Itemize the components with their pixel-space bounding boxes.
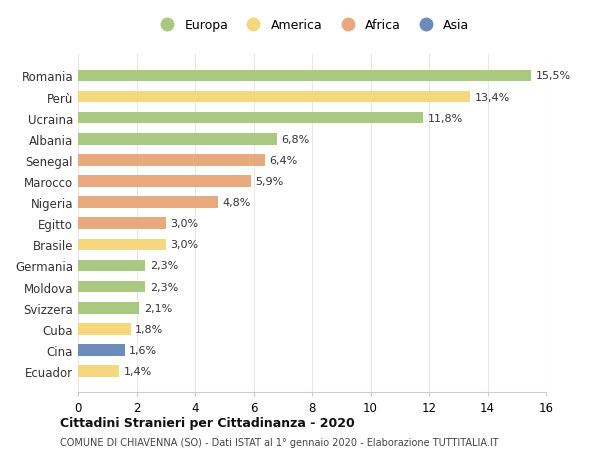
Text: 1,4%: 1,4% bbox=[124, 366, 152, 376]
Legend: Europa, America, Africa, Asia: Europa, America, Africa, Asia bbox=[149, 14, 475, 37]
Text: 11,8%: 11,8% bbox=[428, 113, 463, 123]
Text: 3,0%: 3,0% bbox=[170, 240, 198, 250]
Text: Cittadini Stranieri per Cittadinanza - 2020: Cittadini Stranieri per Cittadinanza - 2… bbox=[60, 416, 355, 429]
Text: 15,5%: 15,5% bbox=[536, 71, 571, 81]
Text: 2,3%: 2,3% bbox=[149, 261, 178, 271]
Bar bbox=[78, 91, 470, 103]
Bar bbox=[78, 176, 251, 187]
Bar bbox=[78, 344, 125, 356]
Text: 4,8%: 4,8% bbox=[223, 198, 251, 207]
Bar bbox=[78, 70, 532, 82]
Bar bbox=[78, 281, 145, 293]
Text: 1,6%: 1,6% bbox=[129, 345, 157, 355]
Text: 1,8%: 1,8% bbox=[135, 324, 163, 334]
Bar bbox=[78, 197, 218, 208]
Bar bbox=[78, 112, 423, 124]
Bar bbox=[78, 134, 277, 145]
Bar bbox=[78, 365, 119, 377]
Bar bbox=[78, 260, 145, 272]
Text: 6,8%: 6,8% bbox=[281, 134, 310, 145]
Text: 5,9%: 5,9% bbox=[255, 177, 283, 187]
Bar bbox=[78, 239, 166, 251]
Text: 6,4%: 6,4% bbox=[269, 156, 298, 166]
Bar bbox=[78, 155, 265, 166]
Bar bbox=[78, 218, 166, 230]
Text: 2,3%: 2,3% bbox=[149, 282, 178, 292]
Text: 13,4%: 13,4% bbox=[475, 92, 509, 102]
Text: 2,1%: 2,1% bbox=[144, 303, 172, 313]
Text: 3,0%: 3,0% bbox=[170, 219, 198, 229]
Bar bbox=[78, 302, 139, 314]
Bar bbox=[78, 323, 131, 335]
Text: COMUNE DI CHIAVENNA (SO) - Dati ISTAT al 1° gennaio 2020 - Elaborazione TUTTITAL: COMUNE DI CHIAVENNA (SO) - Dati ISTAT al… bbox=[60, 437, 499, 447]
